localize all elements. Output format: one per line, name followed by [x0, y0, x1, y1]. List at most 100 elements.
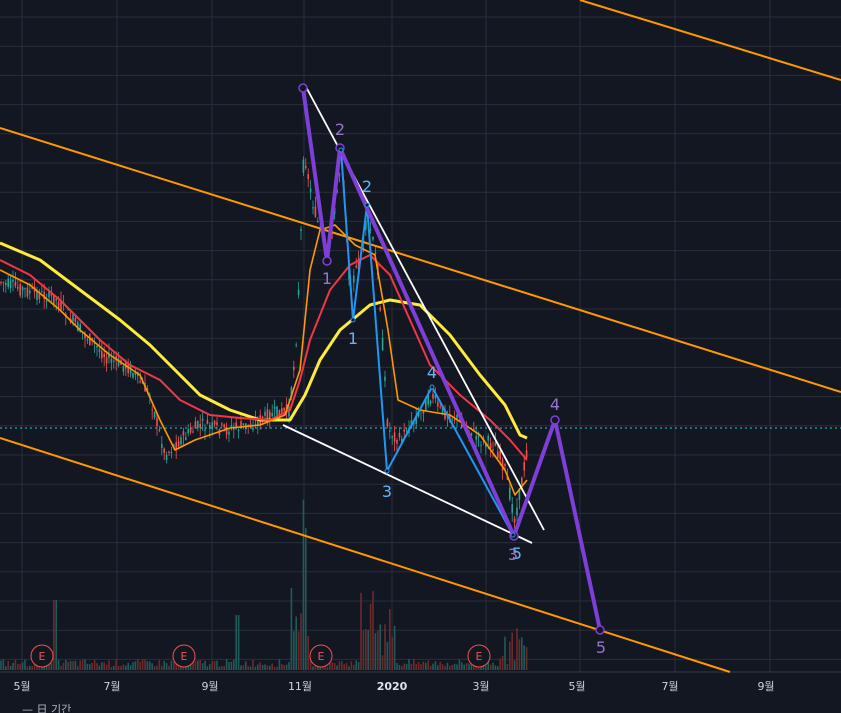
volume-bar	[134, 661, 137, 670]
volume-bar	[273, 666, 276, 670]
candle-body	[401, 438, 403, 443]
candle-body	[24, 288, 26, 290]
candle-body	[127, 364, 129, 373]
candle-body	[233, 427, 235, 430]
earnings-label: E	[181, 650, 188, 663]
candle-body	[477, 432, 480, 438]
volume-bar	[173, 661, 175, 670]
candle-body	[84, 334, 86, 339]
volume-bar	[278, 659, 281, 670]
candle-body	[317, 220, 319, 222]
candle-body	[355, 265, 357, 268]
volume-bar	[55, 600, 57, 670]
earnings-marker[interactable]	[172, 644, 196, 668]
volume-bar	[492, 662, 494, 670]
volume-bar	[72, 661, 74, 670]
candle-body	[156, 417, 158, 427]
candle-body	[192, 431, 194, 433]
candle-body	[489, 443, 492, 449]
volume-bar	[252, 660, 254, 670]
wave-major-line	[301, 87, 602, 631]
volume-bar	[12, 662, 14, 670]
candle-body	[96, 345, 98, 348]
candle-body	[372, 237, 374, 240]
volume-bar	[501, 655, 504, 670]
volume-bar	[309, 660, 312, 670]
candle-body	[312, 207, 314, 209]
volume-bar	[261, 664, 264, 670]
candle-body	[393, 432, 396, 442]
wave-point	[298, 83, 308, 93]
x-tick-label: 9월	[757, 680, 774, 693]
volume-bar	[240, 665, 242, 670]
candle-body	[398, 432, 401, 438]
candle-body	[494, 442, 497, 447]
candle-body	[475, 436, 477, 440]
volume-bar	[139, 661, 141, 670]
volume-bar	[343, 664, 345, 670]
earnings-marker[interactable]	[30, 644, 54, 668]
volume-bar	[307, 635, 309, 670]
candle-body	[432, 393, 434, 399]
candle-body	[305, 165, 307, 169]
volume-bar	[297, 631, 300, 670]
volume-bar	[242, 664, 245, 670]
volume-bar	[17, 664, 19, 670]
volume-bar	[485, 665, 487, 670]
volume-bar	[350, 661, 353, 670]
candle-body	[307, 174, 309, 180]
candle-body	[122, 365, 125, 372]
volume-bar	[53, 600, 55, 670]
volume-bar	[377, 630, 379, 670]
volume-bar	[230, 661, 233, 670]
candle-body	[509, 487, 511, 500]
candle-body	[194, 421, 197, 429]
earnings-marker[interactable]	[467, 644, 491, 668]
volume-bar	[93, 659, 96, 670]
candle-body	[374, 252, 377, 255]
candle-body	[60, 300, 62, 310]
volume-bar	[50, 663, 53, 670]
wave-point	[364, 202, 370, 208]
candle-body	[209, 425, 211, 429]
candle-body	[453, 419, 456, 421]
candle-body	[12, 280, 14, 282]
volume-bar	[518, 639, 521, 670]
x-tick-label: 2020	[377, 680, 408, 693]
candle-body	[189, 428, 192, 433]
wave-point	[384, 468, 390, 474]
candle-body	[197, 421, 199, 429]
volume-bar	[465, 663, 468, 670]
volume-bar	[84, 659, 86, 670]
volume-bar	[326, 666, 329, 670]
candle-body	[266, 409, 269, 423]
volume-bar	[175, 663, 177, 670]
volume-bar	[189, 663, 192, 670]
candle-body	[369, 229, 372, 231]
volume-bar	[429, 665, 432, 670]
wave-label-minor: 4	[427, 363, 437, 382]
channel-lines	[0, 0, 841, 673]
candle-body	[170, 452, 173, 454]
volume-bar	[283, 665, 285, 670]
candle-body	[91, 337, 93, 340]
volume-bar	[386, 641, 389, 670]
volume-bar	[276, 666, 278, 670]
volume-bar	[168, 665, 170, 670]
earnings-marker[interactable]	[309, 644, 333, 668]
volume-bar	[249, 666, 252, 670]
wave-point	[510, 532, 516, 538]
candle-body	[264, 411, 266, 416]
candle-body	[461, 421, 463, 428]
candle-body	[165, 454, 168, 460]
volume-bar	[2, 659, 5, 670]
candle-body	[5, 282, 7, 286]
candle-body	[413, 422, 415, 425]
candle-body	[473, 428, 475, 431]
volume-bar	[105, 664, 108, 670]
wave-label-minor: 3	[508, 545, 518, 564]
volume-bar	[132, 662, 134, 670]
